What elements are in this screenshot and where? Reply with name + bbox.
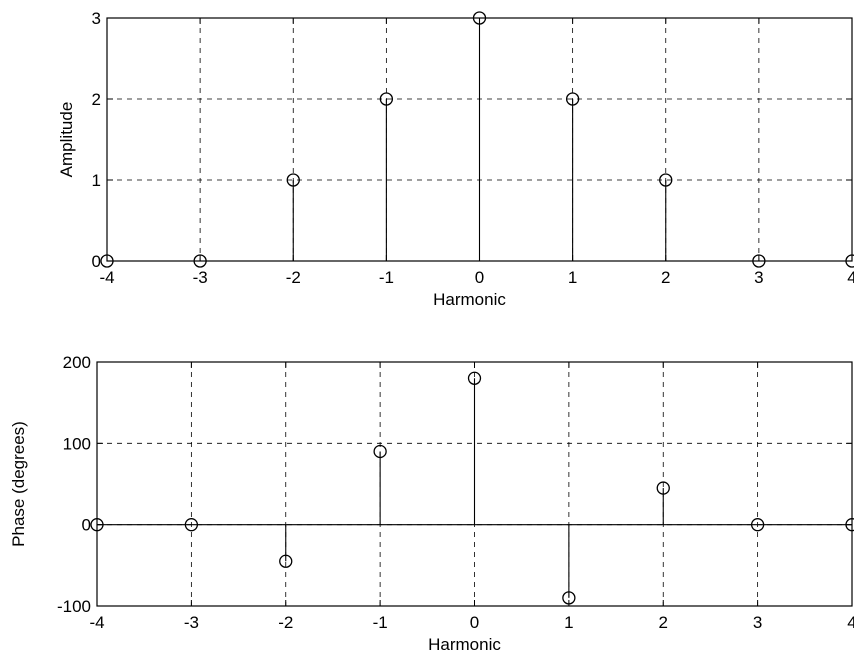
- x-tick-label: 0: [475, 268, 484, 287]
- x-tick-label: -2: [278, 613, 293, 632]
- y-tick-label: 1: [92, 171, 101, 190]
- x-tick-label: -2: [286, 268, 301, 287]
- y-tick-label: 0: [92, 252, 101, 271]
- amplitude-plot: -4 -3 -2 -1 0 1 2 3 4 0 1 2 3 Harmonic Amplitude: [57, 9, 854, 309]
- stem-marker: [286, 173, 300, 187]
- x-tick-label: 1: [568, 268, 577, 287]
- y-tick-label: 100: [63, 434, 91, 453]
- x-tick-label: -3: [184, 613, 199, 632]
- stem-marker: [100, 254, 114, 268]
- stem-marker: [752, 254, 766, 268]
- x-tick-label: 3: [754, 268, 763, 287]
- stem-marker: [279, 554, 293, 568]
- x-tick-label: -4: [99, 268, 114, 287]
- x-tick-label: 3: [753, 613, 762, 632]
- y-tick-label: 200: [63, 353, 91, 372]
- stem-marker: [750, 518, 765, 532]
- stem-marker: [184, 518, 199, 532]
- stem-marker: [845, 254, 854, 268]
- x-tick-label: 4: [847, 268, 854, 287]
- x-tick-label: 0: [470, 613, 479, 632]
- y-tick-label: 2: [92, 90, 101, 109]
- stem-marker: [90, 518, 104, 532]
- x-tick-label: 4: [847, 613, 854, 632]
- stem-marker: [845, 518, 854, 532]
- x-axis-label: Harmonic: [433, 290, 506, 309]
- y-axis-label: Amplitude: [57, 102, 76, 178]
- x-tick-label: 2: [661, 268, 670, 287]
- stem-marker: [472, 11, 487, 25]
- x-tick-label: -1: [379, 268, 394, 287]
- phase-plot: -4 -3 -2 -1 0 1 2 3 4 -100 0 100 200 Harmonic Phase (d…: [9, 353, 854, 654]
- x-axis-label: Harmonic: [428, 635, 501, 654]
- stem-marker: [659, 173, 673, 187]
- x-tick-label: 2: [659, 613, 668, 632]
- stem-marker: [379, 92, 394, 106]
- stem-marker: [193, 254, 207, 268]
- x-tick-label: -4: [89, 613, 104, 632]
- stem-marker: [467, 371, 482, 385]
- x-tick-label: -3: [193, 268, 208, 287]
- stem-marker: [373, 444, 387, 459]
- stem-marker: [562, 591, 576, 605]
- x-tick-label: 1: [564, 613, 573, 632]
- y-tick-label: 3: [92, 9, 101, 28]
- stem-marker: [656, 481, 670, 495]
- y-axis-label: Phase (degrees): [9, 421, 28, 547]
- y-tick-label: -100: [57, 597, 91, 616]
- y-tick-label: 0: [82, 516, 91, 535]
- stem-marker: [565, 92, 580, 106]
- x-tick-label: -1: [373, 613, 388, 632]
